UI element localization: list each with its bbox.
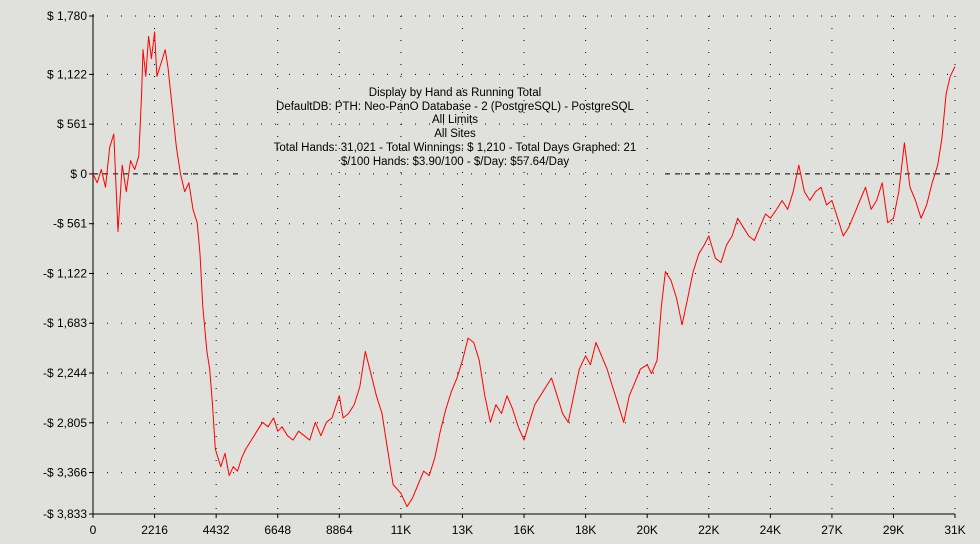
subtitle-line-rates: $/100 Hands: $3.90/100 - $/Day: $57.64/D… — [341, 156, 569, 168]
tick-labels: $ 1,780 $ 1,122 $ 561 $ 0 -$ 561 -$ 1,122 -$ 1… — [43, 9, 966, 537]
subtitle-line-limits: All Limits — [432, 114, 478, 126]
y-tick-label: $ 0 — [70, 167, 87, 181]
series-line-0 — [92, 31, 956, 508]
chart-title: Display by Hand as Running Total — [369, 87, 541, 99]
y-tick-label: -$ 1,683 — [43, 316, 87, 330]
y-tick-label: -$ 2,244 — [43, 366, 87, 380]
x-tick-label: 16K — [513, 523, 534, 537]
x-tick-label: 31K — [944, 523, 965, 537]
y-tick-label: $ 1,780 — [47, 9, 87, 23]
x-tick-label: 24K — [760, 523, 781, 537]
subtitle-line-totals: Total Hands: 31,021 - Total Winnings: $ … — [274, 142, 637, 154]
series-layer — [92, 31, 956, 508]
x-tick-label: 6648 — [264, 523, 291, 537]
x-tick-label: 8864 — [326, 523, 353, 537]
y-tick-label: -$ 3,833 — [43, 507, 87, 521]
x-tick-label: 11K — [391, 523, 411, 537]
x-tick-label: 13K — [452, 523, 473, 537]
x-tick-label: 27K — [821, 523, 842, 537]
y-tick-label: -$ 1,122 — [43, 266, 87, 280]
x-tick-label: 18K — [575, 523, 596, 537]
info-block: Display by Hand as Running Total Default… — [274, 87, 637, 168]
subtitle-line-sites: All Sites — [434, 128, 476, 140]
y-tick-label: $ 1,122 — [47, 67, 87, 81]
x-tick-label: 20K — [637, 523, 658, 537]
y-tick-label: $ 561 — [57, 117, 87, 131]
axes-layer — [89, 14, 956, 518]
y-tick-label: -$ 2,805 — [43, 416, 87, 430]
y-tick-label: -$ 561 — [53, 217, 87, 231]
subtitle-line-database: DefaultDB: PTH: Neo-PanO Database - 2 (P… — [276, 101, 635, 113]
x-tick-label: 0 — [90, 523, 97, 537]
x-tick-label: 29K — [883, 523, 904, 537]
x-tick-label: 4432 — [203, 523, 230, 537]
x-tick-label: 2216 — [141, 523, 168, 537]
grid-layer — [93, 15, 956, 515]
x-tick-label: 22K — [698, 523, 719, 537]
y-tick-label: -$ 3,366 — [43, 466, 87, 480]
